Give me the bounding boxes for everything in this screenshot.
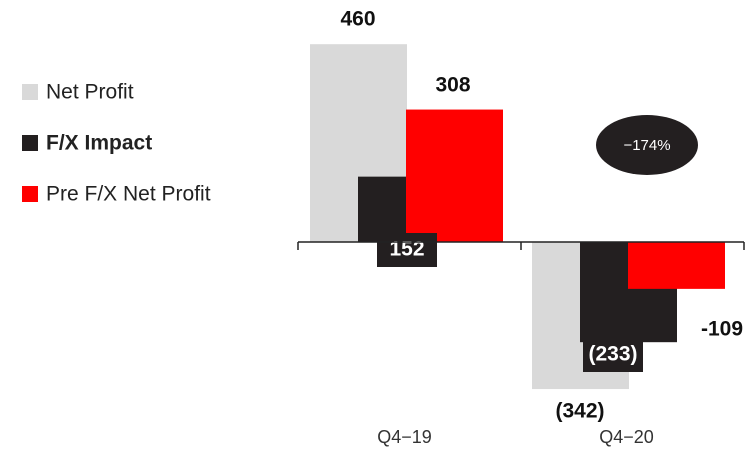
value-label-box bbox=[377, 233, 437, 267]
legend-swatch bbox=[22, 135, 38, 151]
annotation: −174% bbox=[623, 137, 670, 154]
annotation-bubble bbox=[596, 115, 698, 175]
bar bbox=[406, 109, 503, 242]
value-label: 308 bbox=[435, 74, 470, 97]
legend-swatch bbox=[22, 186, 38, 202]
value-label: (233) bbox=[588, 343, 637, 366]
value-label: 460 bbox=[340, 8, 375, 31]
x-tick-label: Q4−19 bbox=[377, 427, 432, 447]
legend-label: Net Profit bbox=[46, 81, 134, 104]
legend-label: Pre F/X Net Profit bbox=[46, 183, 211, 206]
value-label: 152 bbox=[389, 238, 424, 261]
x-tick-label: Q4−20 bbox=[599, 427, 654, 447]
value-label-box bbox=[583, 338, 643, 372]
value-label: (342) bbox=[555, 400, 604, 423]
legend-label: F/X Impact bbox=[46, 132, 152, 155]
value-label: -109 bbox=[701, 318, 743, 341]
legend-swatch bbox=[22, 84, 38, 100]
bar bbox=[628, 242, 725, 289]
